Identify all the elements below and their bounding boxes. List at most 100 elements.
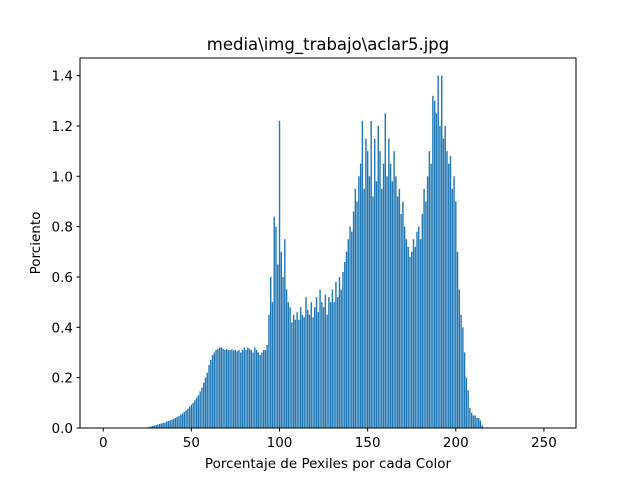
bar [162,422,164,428]
bar [342,271,344,428]
bar [446,151,448,428]
bars [146,75,483,429]
bar [463,352,466,428]
bar [176,416,178,428]
bar [335,282,337,428]
bar [166,421,168,428]
bar [433,100,436,428]
bar [264,349,267,428]
bar [389,163,392,428]
bar [319,289,321,428]
bar [356,201,358,428]
bar [425,201,427,428]
axes-frame [79,57,577,429]
bar [243,347,245,428]
bar [287,302,290,428]
y-tick-label: 0.2 [52,371,73,387]
bar [428,151,431,428]
bar [379,151,381,428]
x-tick-label: 150 [355,435,381,451]
bar [359,163,362,428]
bar [296,312,298,428]
x-axis-label: Porcentaje de Pexiles por cada Color [205,456,452,472]
bar [375,181,378,428]
bar [273,216,275,428]
bar [199,391,201,428]
bar [349,226,351,428]
bar [310,302,312,428]
bar [435,113,438,429]
bar [437,75,439,428]
bar [326,314,328,428]
bar [218,347,221,428]
x-tick-label: 0 [99,435,108,451]
bar [405,239,408,428]
bar [315,297,318,428]
bar [211,355,214,428]
bar [338,276,341,428]
bar [372,196,374,428]
bar [403,226,406,428]
bar [261,352,263,428]
bar [250,349,253,428]
y-tick-label: 0.8 [52,220,73,236]
bar [224,349,226,428]
bar [153,425,156,428]
bar [421,214,424,428]
bar [270,276,272,428]
bar [238,349,240,428]
bar [169,420,171,428]
bar [393,151,395,428]
bar [289,307,291,428]
bar [257,352,260,428]
y-axis-label: Porciento [28,212,44,275]
bar [469,407,471,428]
bar [180,414,182,428]
x-tick-label: 250 [531,435,557,451]
bar [277,264,279,428]
bar [203,382,205,428]
bar [416,231,418,428]
bar [271,302,274,428]
bar [299,307,302,428]
bar [148,426,150,428]
bar [285,289,288,428]
bar [225,348,228,428]
bar [150,426,152,428]
bar [317,312,320,428]
bar [262,349,265,428]
bar [432,95,434,429]
bar [467,390,469,428]
bar [266,344,268,428]
x-tick-label: 200 [443,435,469,451]
bar [206,372,208,428]
bar [478,417,480,428]
bar [321,302,323,428]
bar [190,404,193,428]
bar [185,410,187,428]
bar [444,125,446,429]
x-tick-label: 100 [267,435,293,451]
bar [229,349,231,428]
bar [314,307,316,428]
bar [400,214,402,428]
bar [215,349,217,428]
bar [167,420,170,428]
bar [333,302,335,428]
bar [440,75,443,428]
bar [336,297,339,428]
bar [195,397,198,428]
bar [470,412,473,428]
bar [308,314,311,428]
bar [458,289,461,428]
bar [240,352,242,428]
bar [234,349,237,428]
bar [439,125,441,429]
bar [479,420,482,428]
bar [236,351,238,428]
bar [247,347,249,428]
bar [322,307,325,428]
bar [455,201,457,428]
bar [340,289,342,428]
bar [384,113,386,429]
